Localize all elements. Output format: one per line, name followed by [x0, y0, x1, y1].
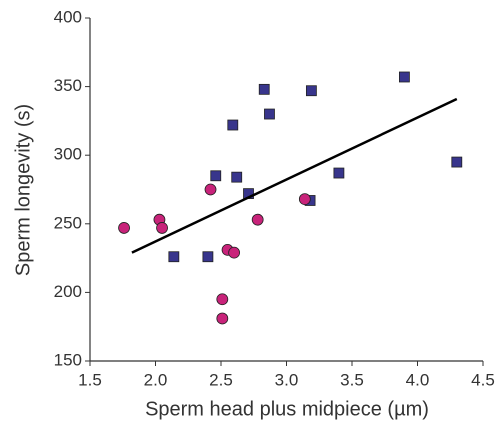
trend-line: [131, 97, 458, 254]
y-tick-label: 350: [54, 76, 82, 95]
circle-point: [216, 312, 229, 325]
circle-point: [156, 222, 168, 234]
square-point: [333, 167, 345, 179]
x-axis-title: Sperm head plus midpiece (µm): [145, 398, 429, 420]
square-point: [451, 156, 463, 168]
square-point: [264, 108, 275, 120]
circle-point: [251, 213, 264, 226]
x-tick-label: 3.0: [275, 370, 299, 389]
circle-point: [118, 222, 130, 234]
square-point: [305, 85, 317, 97]
x-tick-label: 3.5: [340, 370, 364, 389]
x-tick-label: 4.5: [471, 370, 495, 389]
square-point: [398, 71, 410, 83]
square-point: [227, 119, 239, 131]
circle-point: [298, 193, 311, 206]
x-tick-label: 1.5: [78, 370, 102, 389]
circle-point: [204, 183, 217, 196]
y-tick-label: 150: [54, 350, 82, 369]
y-tick-label: 400: [54, 7, 82, 26]
x-tick-label: 4.0: [406, 370, 430, 389]
y-axis-title: Sperm longevity (s): [12, 104, 34, 276]
circle-point: [216, 293, 229, 306]
y-tick-label: 300: [54, 145, 82, 164]
y-tick-label: 200: [54, 282, 82, 301]
x-tick-label: 2.5: [209, 370, 233, 389]
square-point: [231, 171, 243, 183]
y-tick-label: 250: [54, 213, 82, 232]
circle-point: [228, 246, 241, 259]
square-point: [210, 170, 222, 182]
x-tick-label: 2.0: [144, 370, 168, 389]
square-point: [202, 251, 214, 263]
square-point: [168, 251, 180, 263]
square-point: [258, 83, 270, 95]
